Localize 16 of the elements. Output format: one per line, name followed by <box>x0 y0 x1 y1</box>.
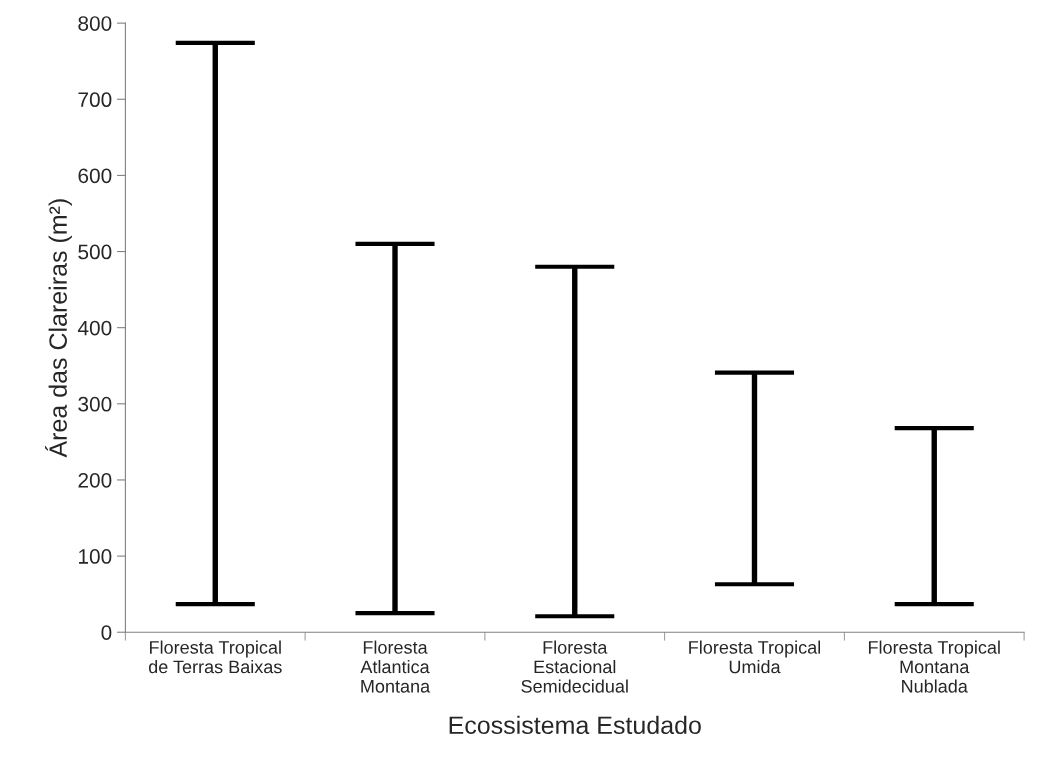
x-axis-title: Ecossistema Estudado <box>449 715 701 735</box>
x-tick-label: Floresta Tropical Umida <box>689 640 821 674</box>
y-tick-label: 300 <box>78 396 112 412</box>
y-tick-label: 100 <box>79 549 112 564</box>
y-tick-label: 400 <box>77 320 112 336</box>
x-tick-label: Floresta Estacional Semidecidual <box>521 640 628 693</box>
y-tick-label: 500 <box>78 244 112 260</box>
y-tick-label: 600 <box>78 168 112 184</box>
x-tick-label: Floresta Atlantica Montana <box>360 640 431 693</box>
y-axis-title: Área das Clareiras (m²) <box>45 199 72 458</box>
x-tick-label: Floresta Tropical de Terras Baixas <box>148 640 282 674</box>
y-tick-label: 800 <box>78 16 112 31</box>
x-tick-label: Floresta Tropical Montana Nublada <box>868 640 1000 693</box>
y-tick-label: 700 <box>78 92 112 108</box>
y-tick-label: 0 <box>101 625 112 640</box>
y-tick-label: 200 <box>78 472 112 488</box>
